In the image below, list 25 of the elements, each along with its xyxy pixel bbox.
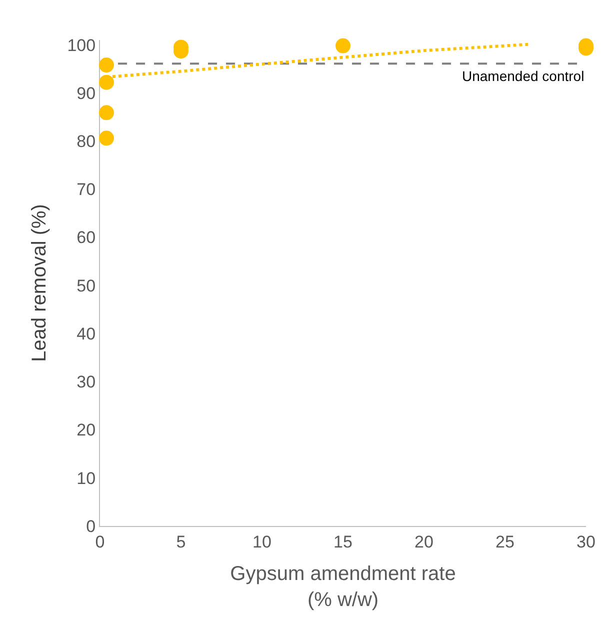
x-tick-label: 25	[496, 532, 514, 552]
y-tick-label: 20	[76, 420, 96, 440]
x-tick-label: 15	[334, 532, 352, 552]
point	[98, 58, 114, 73]
point	[98, 130, 114, 146]
point	[336, 38, 350, 54]
y-tick-label: 10	[76, 468, 96, 488]
y-tick-label: 90	[76, 84, 96, 103]
y-tick-label: 100	[67, 36, 96, 55]
y-tick-label: 60	[76, 228, 96, 248]
x-tick-label: 30	[576, 532, 596, 552]
y-tick-label: 0	[86, 516, 96, 536]
y-tick-label: 70	[76, 180, 96, 200]
point	[98, 74, 114, 90]
x-axis-title: Gypsum amendment rate (% w/w)	[230, 562, 456, 611]
x-tick-label: 10	[252, 532, 272, 552]
point	[98, 105, 114, 120]
y-axis-title: Lead removal (%)	[28, 204, 51, 362]
y-tick-label: 30	[76, 372, 96, 392]
ref-line-label: Unamended control	[462, 68, 584, 84]
y-tick-label: 80	[76, 132, 96, 151]
y-tick-label: 50	[76, 276, 96, 296]
x-tick-label: 20	[414, 532, 434, 552]
y-tick-label: 40	[76, 324, 96, 344]
x-tick-label: 5	[176, 532, 186, 552]
